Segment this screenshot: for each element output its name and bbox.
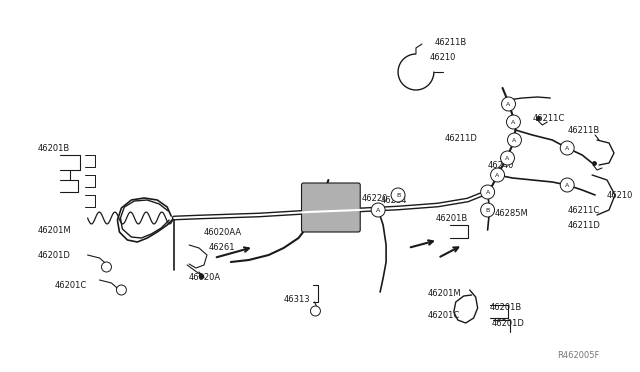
- Text: 46201C: 46201C: [55, 280, 87, 289]
- Text: 46211D: 46211D: [445, 134, 477, 142]
- Text: 46201M: 46201M: [428, 289, 461, 298]
- Text: B: B: [486, 208, 490, 212]
- Circle shape: [560, 178, 574, 192]
- Text: 46211B: 46211B: [567, 125, 600, 135]
- Text: 46313: 46313: [284, 295, 310, 305]
- Text: 46284: 46284: [380, 196, 406, 205]
- Circle shape: [102, 262, 111, 272]
- Text: 46020A: 46020A: [189, 273, 221, 282]
- Text: B: B: [396, 192, 400, 198]
- Text: A: A: [486, 189, 490, 195]
- Text: 46285M: 46285M: [495, 208, 529, 218]
- Text: 46210: 46210: [607, 190, 634, 199]
- FancyBboxPatch shape: [301, 183, 360, 232]
- Text: 46020AA: 46020AA: [204, 228, 242, 237]
- Text: A: A: [513, 138, 516, 142]
- Text: A: A: [511, 119, 516, 125]
- Circle shape: [371, 203, 385, 217]
- Text: 46240: 46240: [488, 160, 514, 170]
- Text: 46201B: 46201B: [490, 304, 522, 312]
- Circle shape: [502, 97, 515, 111]
- Circle shape: [560, 141, 574, 155]
- Text: A: A: [495, 173, 500, 177]
- Text: 46201M: 46201M: [38, 225, 72, 234]
- Text: 46201D: 46201D: [492, 320, 524, 328]
- Circle shape: [481, 203, 495, 217]
- Text: 46220: 46220: [361, 193, 388, 202]
- Circle shape: [491, 168, 504, 182]
- Text: A: A: [506, 102, 511, 106]
- Text: R462005F: R462005F: [557, 352, 600, 360]
- Text: 46211C: 46211C: [532, 113, 564, 122]
- Text: 46211D: 46211D: [567, 221, 600, 230]
- Text: 46211B: 46211B: [435, 38, 467, 46]
- Text: 46211C: 46211C: [567, 205, 600, 215]
- Circle shape: [481, 185, 495, 199]
- Circle shape: [116, 285, 126, 295]
- Text: A: A: [506, 155, 509, 160]
- Text: 46201C: 46201C: [428, 311, 460, 321]
- Text: 46201B: 46201B: [38, 144, 70, 153]
- Circle shape: [508, 133, 522, 147]
- Text: A: A: [376, 208, 380, 212]
- Circle shape: [310, 306, 321, 316]
- Circle shape: [500, 151, 515, 165]
- Text: 46210: 46210: [430, 52, 456, 61]
- Text: 46261: 46261: [209, 243, 236, 251]
- Circle shape: [391, 188, 405, 202]
- Text: 46201D: 46201D: [38, 250, 70, 260]
- Text: A: A: [565, 145, 570, 151]
- Text: 46201B: 46201B: [436, 214, 468, 222]
- Text: A: A: [565, 183, 570, 187]
- Circle shape: [506, 115, 520, 129]
